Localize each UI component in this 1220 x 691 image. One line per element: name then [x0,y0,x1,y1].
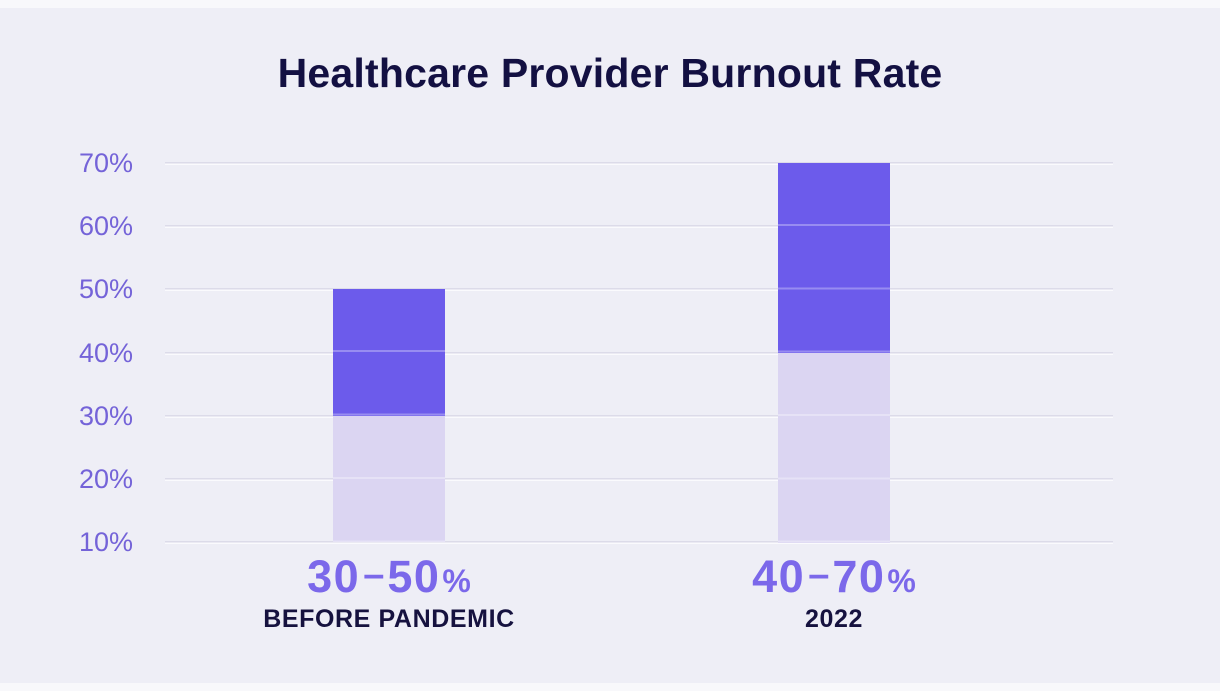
top-margin-strip [0,0,1220,8]
range-high-value: 50 [387,551,441,602]
range-low-value: 40 [752,551,806,602]
chart-title: Healthcare Provider Burnout Rate [277,50,943,96]
bar-category-label: BEFORE PANDEMIC [263,605,515,633]
gridline [165,288,1113,292]
bar-category-label: 2022 [804,605,863,633]
range-dash: – [808,554,830,596]
bar-range-label: 40–70% [654,549,1014,614]
gridline [165,414,1113,418]
gridline [165,541,1113,544]
y-tick-label: 60% [78,211,133,242]
range-low-value: 30 [307,551,361,602]
bar-light-segment-before-pandemic [333,415,445,543]
gridline [165,351,1113,355]
bar-dark-segment-2022 [778,163,890,353]
gridline [165,162,1113,165]
bottom-margin-strip [0,683,1220,691]
range-dash: – [363,554,385,596]
y-tick-label: 50% [78,274,133,305]
percent-sign: % [442,563,471,599]
range-high-value: 70 [832,551,886,602]
percent-sign: % [887,563,916,599]
gridline [165,225,1113,229]
bar-dark-segment-before-pandemic [333,289,445,416]
y-tick-label: 70% [78,148,133,178]
y-tick-label: 30% [78,400,133,431]
bar-light-segment-2022 [778,352,890,543]
gridline [165,477,1113,481]
bar-range-label: 30–50% [209,549,569,614]
y-tick-label: 10% [78,527,133,557]
y-tick-label: 40% [78,337,133,368]
y-tick-label: 20% [78,463,133,494]
